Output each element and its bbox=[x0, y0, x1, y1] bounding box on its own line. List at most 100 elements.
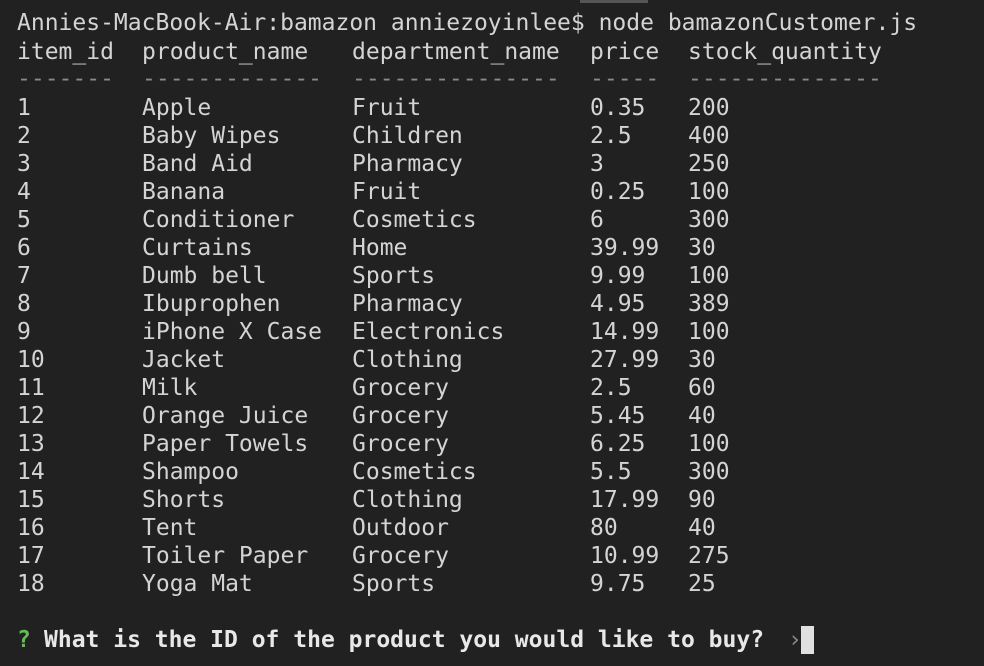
table-cell: Ibuprophen bbox=[142, 291, 280, 317]
table-cell: Outdoor bbox=[352, 515, 449, 541]
table-cell: 10.99 bbox=[590, 543, 659, 569]
table-cell: 25 bbox=[688, 571, 716, 597]
table-cell: 100 bbox=[688, 263, 730, 289]
separator: ------- bbox=[17, 66, 114, 92]
table-cell: 39.99 bbox=[590, 235, 659, 261]
table-cell: 60 bbox=[688, 375, 716, 401]
table-cell: Conditioner bbox=[142, 207, 294, 233]
column-header: product_name bbox=[142, 39, 308, 65]
table-cell: Tent bbox=[142, 515, 197, 541]
column-header: item_id bbox=[17, 39, 114, 65]
table-cell: Jacket bbox=[142, 347, 225, 373]
table-cell: Paper Towels bbox=[142, 431, 308, 457]
table-cell: Sports bbox=[352, 571, 435, 597]
table-cell: iPhone X Case bbox=[142, 319, 322, 345]
table-cell: Curtains bbox=[142, 235, 253, 261]
table-cell: Apple bbox=[142, 95, 211, 121]
table-cell: Yoga Mat bbox=[142, 571, 253, 597]
table-cell: 2 bbox=[17, 123, 31, 149]
column-header: stock_quantity bbox=[688, 39, 882, 65]
column-header: department_name bbox=[352, 39, 560, 65]
table-cell: 10 bbox=[17, 347, 45, 373]
window-indicator bbox=[580, 0, 648, 3]
table-cell: 9.75 bbox=[590, 571, 645, 597]
table-cell: Grocery bbox=[352, 375, 449, 401]
table-cell: 17.99 bbox=[590, 487, 659, 513]
table-cell: 9 bbox=[17, 319, 31, 345]
table-cell: 300 bbox=[688, 459, 730, 485]
table-cell: 30 bbox=[688, 235, 716, 261]
table-cell: 6 bbox=[17, 235, 31, 261]
table-cell: 11 bbox=[17, 375, 45, 401]
table-cell: Pharmacy bbox=[352, 151, 463, 177]
table-cell: Grocery bbox=[352, 403, 449, 429]
table-cell: Grocery bbox=[352, 543, 449, 569]
table-cell: 5 bbox=[17, 207, 31, 233]
table-cell: 6.25 bbox=[590, 431, 645, 457]
table-cell: Pharmacy bbox=[352, 291, 463, 317]
table-cell: Children bbox=[352, 123, 463, 149]
table-cell: Dumb bell bbox=[142, 263, 267, 289]
separator: ----- bbox=[590, 66, 659, 92]
table-cell: 6 bbox=[590, 207, 604, 233]
table-cell: 18 bbox=[17, 571, 45, 597]
table-cell: 100 bbox=[688, 319, 730, 345]
table-cell: 4 bbox=[17, 179, 31, 205]
table-cell: 30 bbox=[688, 347, 716, 373]
table-cell: 5.5 bbox=[590, 459, 632, 485]
separator: ------------- bbox=[142, 66, 322, 92]
table-cell: Cosmetics bbox=[352, 207, 477, 233]
prompt-question: What is the ID of the product you would … bbox=[44, 627, 764, 653]
table-cell: 27.99 bbox=[590, 347, 659, 373]
table-cell: 250 bbox=[688, 151, 730, 177]
table-cell: 389 bbox=[688, 291, 730, 317]
table-cell: 13 bbox=[17, 431, 45, 457]
table-cell: 14.99 bbox=[590, 319, 659, 345]
table-cell: 12 bbox=[17, 403, 45, 429]
table-cell: 3 bbox=[17, 151, 31, 177]
table-cell: 300 bbox=[688, 207, 730, 233]
table-cell: 15 bbox=[17, 487, 45, 513]
table-cell: 40 bbox=[688, 515, 716, 541]
table-cell: 14 bbox=[17, 459, 45, 485]
table-cell: 80 bbox=[590, 515, 618, 541]
table-cell: 275 bbox=[688, 543, 730, 569]
table-cell: Clothing bbox=[352, 347, 463, 373]
table-cell: Fruit bbox=[352, 179, 421, 205]
table-cell: Sports bbox=[352, 263, 435, 289]
command-line: Annies-MacBook-Air:bamazon anniezoyinlee… bbox=[17, 10, 917, 36]
table-cell: Band Aid bbox=[142, 151, 253, 177]
table-cell: 2.5 bbox=[590, 123, 632, 149]
table-cell: Toiler Paper bbox=[142, 543, 308, 569]
table-cell: Banana bbox=[142, 179, 225, 205]
separator: --------------- bbox=[352, 66, 560, 92]
table-cell: 100 bbox=[688, 179, 730, 205]
table-cell: 7 bbox=[17, 263, 31, 289]
cursor bbox=[801, 626, 814, 654]
table-cell: 40 bbox=[688, 403, 716, 429]
table-cell: 200 bbox=[688, 95, 730, 121]
table-cell: 8 bbox=[17, 291, 31, 317]
table-cell: Fruit bbox=[352, 95, 421, 121]
table-cell: 1 bbox=[17, 95, 31, 121]
table-cell: Baby Wipes bbox=[142, 123, 280, 149]
table-cell: 0.25 bbox=[590, 179, 645, 205]
table-cell: Grocery bbox=[352, 431, 449, 457]
table-cell: 2.5 bbox=[590, 375, 632, 401]
table-cell: Shorts bbox=[142, 487, 225, 513]
table-cell: 5.45 bbox=[590, 403, 645, 429]
table-cell: Milk bbox=[142, 375, 198, 401]
table-cell: 90 bbox=[688, 487, 716, 513]
table-cell: 0.35 bbox=[590, 95, 645, 121]
table-cell: 9.99 bbox=[590, 263, 645, 289]
column-header: price bbox=[590, 39, 659, 65]
table-cell: Cosmetics bbox=[352, 459, 477, 485]
table-cell: 400 bbox=[688, 123, 730, 149]
prompt-marker: ? bbox=[17, 627, 31, 653]
table-cell: Orange Juice bbox=[142, 403, 308, 429]
table-cell: Clothing bbox=[352, 487, 463, 513]
table-cell: 4.95 bbox=[590, 291, 645, 317]
